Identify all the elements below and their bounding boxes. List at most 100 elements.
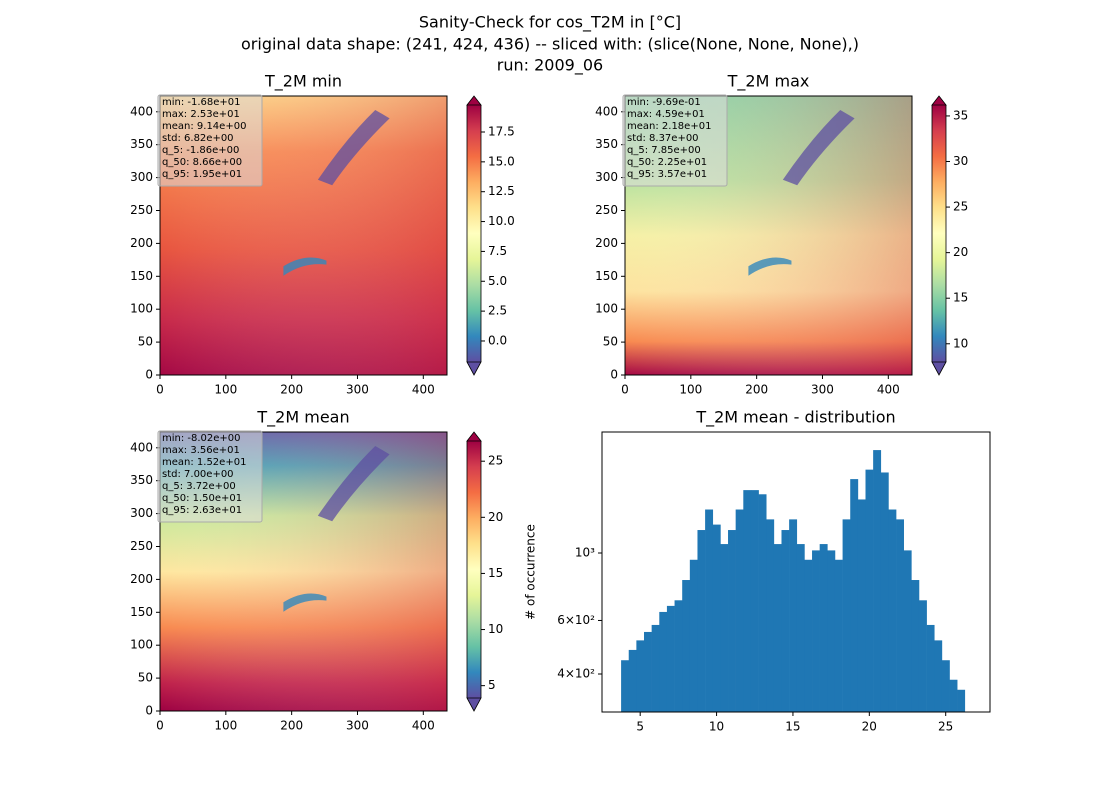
colorbar-tick-label: 15.0 xyxy=(488,154,515,168)
x-tick-label: 0 xyxy=(156,719,164,733)
axes-frame xyxy=(601,431,991,713)
colorbar-extend xyxy=(466,697,482,712)
hist-bar xyxy=(720,544,729,712)
stats-text: q_95: 1.95e+01 xyxy=(162,169,242,180)
stats-text: min: -9.69e-01 xyxy=(627,97,701,108)
y-tick-label: 50 xyxy=(138,671,153,685)
stats-text: q_5: 7.85e+00 xyxy=(627,145,701,156)
x-tick-label: 400 xyxy=(412,719,435,733)
y-tick-label: 50 xyxy=(603,335,618,349)
x-tick-label: 200 xyxy=(745,383,768,397)
colorbar-tick-label: 0.0 xyxy=(488,333,507,347)
x-tick-label: 100 xyxy=(214,383,237,397)
y-tick-label: 400 xyxy=(130,104,153,118)
hist-bar xyxy=(697,530,706,712)
stats-text: q_95: 2.63e+01 xyxy=(162,505,242,516)
hist-bar xyxy=(880,472,889,712)
stats-text: min: -8.02e+00 xyxy=(162,433,241,444)
stats-text: std: 6.82e+00 xyxy=(162,133,234,144)
hist-bar xyxy=(766,519,775,712)
colorbar-tick-label: 10 xyxy=(953,336,968,350)
hist-bar xyxy=(903,550,912,712)
colorbar-frame xyxy=(931,105,947,362)
y-axis-label: # of occurrence xyxy=(524,524,538,620)
x-tick-label: 100 xyxy=(214,719,237,733)
y-tick-label: 200 xyxy=(130,572,153,586)
hist-bar xyxy=(636,640,645,712)
hist-bar xyxy=(735,509,744,712)
y-tick-label: 200 xyxy=(130,236,153,250)
colorbar-tick-label: 17.5 xyxy=(488,124,515,138)
colorbar-tick-label: 5 xyxy=(488,678,496,692)
x-tick-label: 20 xyxy=(862,720,877,734)
axes-frame xyxy=(159,431,448,712)
hist-bar xyxy=(888,509,897,712)
stats-text: max: 3.56e+01 xyxy=(162,445,240,456)
x-tick-label: 15 xyxy=(785,720,800,734)
colorbar-tick-label: 15 xyxy=(953,291,968,305)
colorbar-tick-label: 10 xyxy=(488,622,503,636)
colorbar-frame xyxy=(466,105,482,362)
hist-bar xyxy=(941,660,950,712)
suptitle: Sanity-Check for cos_T2M in [°C] xyxy=(419,13,681,33)
hist-bar xyxy=(682,580,691,712)
stats-text: q_50: 8.66e+00 xyxy=(162,157,242,168)
hist-bar xyxy=(651,624,660,712)
y-tick-label: 150 xyxy=(130,605,153,619)
x-tick-label: 200 xyxy=(280,383,303,397)
hist-bar xyxy=(911,580,920,712)
x-tick-label: 200 xyxy=(280,719,303,733)
hist-bar xyxy=(712,524,721,712)
stats-text: max: 4.59e+01 xyxy=(627,109,705,120)
colorbar-tick-label: 15 xyxy=(488,566,503,580)
x-tick-label: 400 xyxy=(877,383,900,397)
hist-bar xyxy=(628,649,637,712)
axes-frame xyxy=(624,95,913,376)
axes-title: T_2M mean xyxy=(256,408,349,428)
colorbar-tick-label: 35 xyxy=(953,108,968,122)
x-tick-label: 10 xyxy=(709,720,724,734)
hist-bar xyxy=(621,660,630,712)
y-tick-label: 350 xyxy=(595,137,618,151)
x-tick-label: 400 xyxy=(412,383,435,397)
x-tick-label: 0 xyxy=(156,383,164,397)
hist-bar xyxy=(819,544,828,712)
colorbar-extend xyxy=(466,361,482,376)
mountains xyxy=(317,109,390,186)
colorbar xyxy=(932,105,946,362)
stats-text: q_50: 1.50e+01 xyxy=(162,493,242,504)
colorbar-extend xyxy=(466,431,482,442)
hist-bar xyxy=(689,559,698,712)
hist-bar xyxy=(674,600,683,712)
y-tick-label: 300 xyxy=(130,506,153,520)
colorbar-extend xyxy=(931,95,947,106)
x-tick-label: 5 xyxy=(636,720,644,734)
x-tick-label: 300 xyxy=(811,383,834,397)
stats-text: q_50: 2.25e+01 xyxy=(627,157,707,168)
y-tick-label: 150 xyxy=(595,269,618,283)
hist-bar xyxy=(728,530,736,712)
x-tick-label: 100 xyxy=(679,383,702,397)
y-tick-label: 300 xyxy=(130,170,153,184)
hist-bar xyxy=(918,600,927,712)
y-tick-label: 250 xyxy=(130,203,153,217)
y-tick-label: 400 xyxy=(130,440,153,454)
y-tick-label: 250 xyxy=(130,539,153,553)
y-tick-label: 350 xyxy=(130,137,153,151)
stats-text: q_95: 3.57e+01 xyxy=(627,169,707,180)
y-tick-label: 150 xyxy=(130,269,153,283)
hist-bar xyxy=(644,631,652,712)
colorbar-tick-label: 20 xyxy=(953,245,968,259)
hist-bar xyxy=(705,509,714,712)
hist-bar xyxy=(857,499,866,712)
colorbar-tick-label: 10.0 xyxy=(488,214,515,228)
y-tick-label: 0 xyxy=(610,368,618,382)
colorbar xyxy=(467,441,481,698)
axes-frame xyxy=(159,95,448,376)
hist-bar xyxy=(957,689,966,712)
stats-text: max: 2.53e+01 xyxy=(162,109,240,120)
y-tick-label: 0 xyxy=(145,368,153,382)
y-tick-label: 4×10² xyxy=(557,667,595,681)
colorbar xyxy=(467,105,481,362)
